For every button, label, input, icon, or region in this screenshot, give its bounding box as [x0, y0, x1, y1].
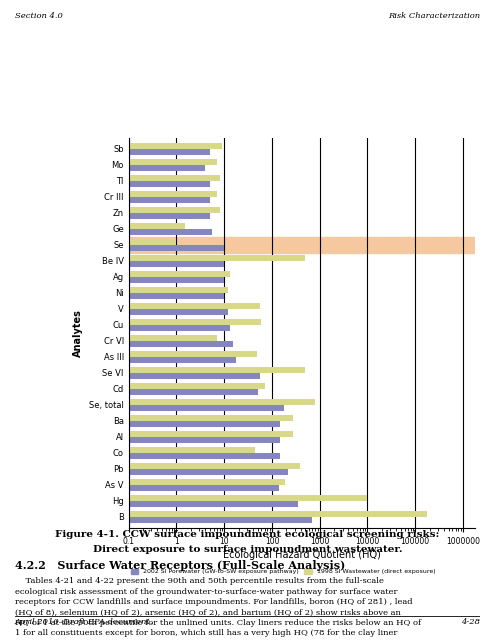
Bar — [0, 340, 233, 347]
Bar — [0, 351, 257, 357]
Bar — [0, 293, 224, 299]
Bar — [0, 383, 264, 388]
Bar — [0, 159, 217, 164]
Bar — [0, 319, 261, 325]
Text: Tables 4-21 and 4-22 present the 90th and 50th percentile results from the full-: Tables 4-21 and 4-22 present the 90th an… — [15, 577, 421, 640]
Bar — [0, 500, 298, 507]
Bar — [0, 143, 222, 148]
Bar — [0, 372, 259, 379]
Bar — [0, 309, 228, 315]
Bar — [0, 511, 428, 517]
Bar — [0, 287, 228, 293]
Bar — [0, 468, 288, 475]
Bar — [0, 197, 210, 203]
Bar — [0, 436, 280, 443]
Bar — [0, 463, 299, 468]
Bar — [0, 431, 294, 436]
X-axis label: Ecological Hazard Quotient (HQ): Ecological Hazard Quotient (HQ) — [223, 550, 381, 560]
Bar — [0, 479, 285, 485]
Bar — [0, 453, 280, 459]
Bar — [0, 357, 237, 363]
Text: Risk Characterization: Risk Characterization — [388, 12, 480, 20]
Bar — [0, 223, 185, 228]
Bar — [0, 149, 210, 155]
Bar — [0, 207, 220, 212]
Bar — [0, 517, 312, 523]
Bar — [0, 415, 294, 421]
Bar — [0, 405, 284, 411]
Bar — [0, 261, 224, 267]
Bar — [0, 245, 224, 251]
Bar — [0, 325, 230, 331]
Bar — [0, 191, 217, 197]
Bar — [0, 367, 304, 372]
Text: Section 4.0: Section 4.0 — [15, 12, 63, 20]
Bar — [0, 181, 210, 187]
Text: April 2010–Draft EPA document.: April 2010–Draft EPA document. — [15, 618, 153, 626]
Y-axis label: Analytes: Analytes — [73, 309, 84, 356]
Text: Figure 4-1. CCW surface impoundment ecological screening risks:: Figure 4-1. CCW surface impoundment ecol… — [55, 530, 440, 539]
Bar — [0, 271, 230, 276]
Bar — [0, 175, 220, 180]
Bar — [0, 276, 224, 283]
Bar — [0, 388, 257, 395]
Bar — [0, 255, 304, 261]
Bar — [0, 239, 176, 244]
Bar — [0, 485, 279, 491]
Bar — [0, 303, 259, 309]
Legend: 2002 SI Porewater (GW-to-SW exposure pathway), 1998 SI Wastewater (direct exposu: 2002 SI Porewater (GW-to-SW exposure pat… — [128, 566, 438, 577]
Bar — [0, 165, 205, 171]
Bar — [0, 335, 217, 340]
Text: 4.2.2   Surface Water Receptors (Full-Scale Analysis): 4.2.2 Surface Water Receptors (Full-Scal… — [15, 560, 345, 571]
Bar — [0, 421, 280, 427]
Bar — [0, 495, 367, 500]
Bar — [129, 237, 475, 253]
Bar — [0, 399, 315, 404]
Text: 4-28: 4-28 — [461, 618, 480, 626]
Text: Direct exposure to surface impoundment wastewater.: Direct exposure to surface impoundment w… — [93, 545, 402, 554]
Bar — [0, 229, 212, 235]
Bar — [0, 212, 210, 219]
Bar — [0, 447, 255, 453]
